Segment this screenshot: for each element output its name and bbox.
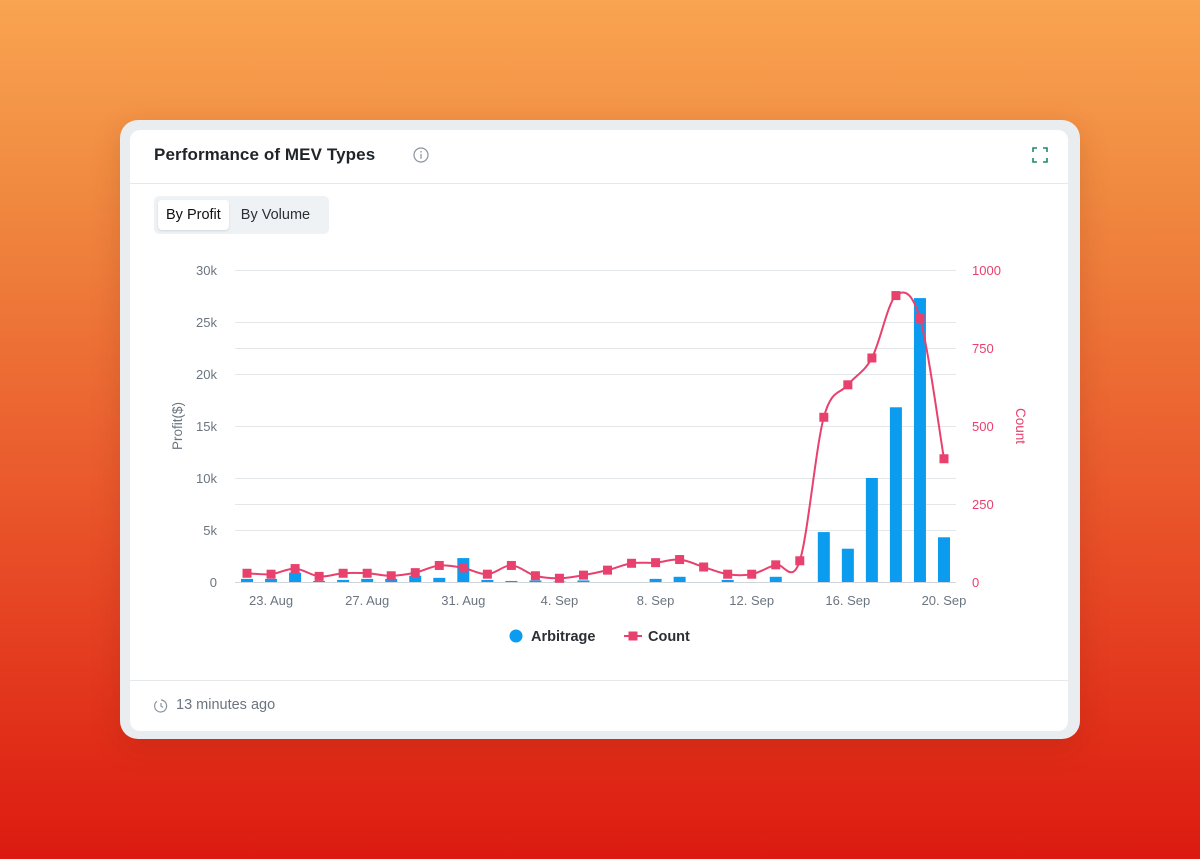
point-count xyxy=(723,569,733,579)
point-count xyxy=(290,564,300,574)
y-axis-tick-label: 5k xyxy=(203,523,217,538)
point-count xyxy=(338,568,348,578)
point-count xyxy=(266,569,276,579)
point-count xyxy=(699,562,709,572)
y-axis-tick-label: 25k xyxy=(196,315,217,330)
y2-axis-tick-label: 500 xyxy=(972,419,994,434)
x-axis-tick-label: 31. Aug xyxy=(441,593,485,608)
bar-arbitrage xyxy=(361,578,374,582)
x-axis-tick-label: 20. Sep xyxy=(922,593,967,608)
metric-toggle: By Profit By Volume xyxy=(154,196,329,234)
bar-arbitrage xyxy=(841,548,854,582)
point-count xyxy=(506,560,516,570)
point-count xyxy=(410,568,420,578)
bar-arbitrage xyxy=(673,576,686,582)
y-axis-tick-label: 15k xyxy=(196,419,217,434)
last-updated-text: 13 minutes ago xyxy=(176,697,276,713)
point-count xyxy=(314,571,324,581)
point-count xyxy=(578,570,588,580)
bar-arbitrage xyxy=(337,579,350,582)
legend-count-marker xyxy=(628,631,638,641)
bar-arbitrage xyxy=(865,478,878,582)
line-count xyxy=(246,291,945,580)
bar-arbitrage xyxy=(937,537,950,582)
clock-icon xyxy=(154,699,168,713)
y-axis-title: Profit($) xyxy=(170,402,185,450)
bar-arbitrage xyxy=(649,578,662,582)
point-count xyxy=(530,571,540,581)
point-count xyxy=(434,560,444,570)
y2-axis-tick-label: 750 xyxy=(972,341,994,356)
card-footer: 13 minutes ago xyxy=(130,680,1068,731)
card-frame: Performance of MEV Types By Profit By Vo… xyxy=(120,120,1080,739)
toggle-by-volume[interactable]: By Volume xyxy=(240,207,311,223)
point-count xyxy=(554,573,564,583)
legend-arbitrage-marker xyxy=(509,629,523,643)
y2-axis-title: Count xyxy=(1013,408,1028,444)
x-axis-tick-label: 8. Sep xyxy=(637,593,675,608)
point-count xyxy=(627,558,637,568)
legend-arbitrage-label: Arbitrage xyxy=(531,629,595,645)
toggle-by-profit[interactable]: By Profit xyxy=(158,200,229,230)
bar-arbitrage xyxy=(385,578,398,582)
expand-icon[interactable] xyxy=(1032,147,1048,163)
card-header: Performance of MEV Types xyxy=(130,130,1068,184)
x-axis-tick-label: 4. Sep xyxy=(541,593,579,608)
y-axis-tick-label: 10k xyxy=(196,471,217,486)
card-title: Performance of MEV Types xyxy=(154,145,376,164)
point-count xyxy=(771,560,781,570)
y2-axis-tick-label: 1000 xyxy=(972,263,1001,278)
point-count xyxy=(891,291,901,301)
point-count xyxy=(651,558,661,568)
bar-arbitrage xyxy=(769,576,782,582)
point-count xyxy=(867,353,877,363)
mev-chart: 0 5k 10k 15k 20k 25k 30k 0 250 500 750 1000 Profit($… xyxy=(170,263,1028,645)
bar-arbitrage xyxy=(817,532,830,582)
point-count xyxy=(747,569,757,579)
bar-arbitrage xyxy=(481,579,494,582)
point-count xyxy=(675,555,685,565)
point-count xyxy=(482,569,492,579)
x-axis-tick-label: 12. Sep xyxy=(729,593,774,608)
y-axis-tick-label: 0 xyxy=(210,575,217,590)
point-count xyxy=(362,568,372,578)
info-circle-icon[interactable] xyxy=(413,147,429,163)
bar-arbitrage xyxy=(505,580,518,582)
point-count xyxy=(939,454,949,464)
x-axis-tick-label: 27. Aug xyxy=(345,593,389,608)
mev-performance-card: Performance of MEV Types By Profit By Vo… xyxy=(130,130,1068,731)
bar-arbitrage xyxy=(721,579,734,582)
bar-arbitrage xyxy=(529,580,542,582)
point-count xyxy=(843,380,853,390)
y-axis-tick-label: 30k xyxy=(196,263,217,278)
bar-arbitrage xyxy=(409,575,422,582)
legend-count-label: Count xyxy=(648,629,690,645)
y2-axis-tick-label: 0 xyxy=(972,575,979,590)
bar-arbitrage xyxy=(577,580,590,582)
bar-arbitrage xyxy=(913,298,926,582)
y-axis-tick-label: 20k xyxy=(196,367,217,382)
point-count xyxy=(458,563,468,573)
bar-arbitrage xyxy=(313,580,326,582)
x-axis-tick-label: 23. Aug xyxy=(249,593,293,608)
point-count xyxy=(915,313,925,323)
bar-arbitrage xyxy=(433,577,446,582)
y2-axis-tick-label: 250 xyxy=(972,497,994,512)
point-count xyxy=(386,571,396,581)
point-count xyxy=(603,565,613,575)
point-count xyxy=(242,568,252,578)
x-axis-tick-label: 16. Sep xyxy=(825,593,870,608)
point-count xyxy=(795,556,805,566)
point-count xyxy=(819,412,829,422)
bar-arbitrage xyxy=(289,572,302,582)
bar-arbitrage xyxy=(889,407,902,582)
bar-arbitrage xyxy=(265,578,278,582)
bar-arbitrage xyxy=(241,578,254,582)
